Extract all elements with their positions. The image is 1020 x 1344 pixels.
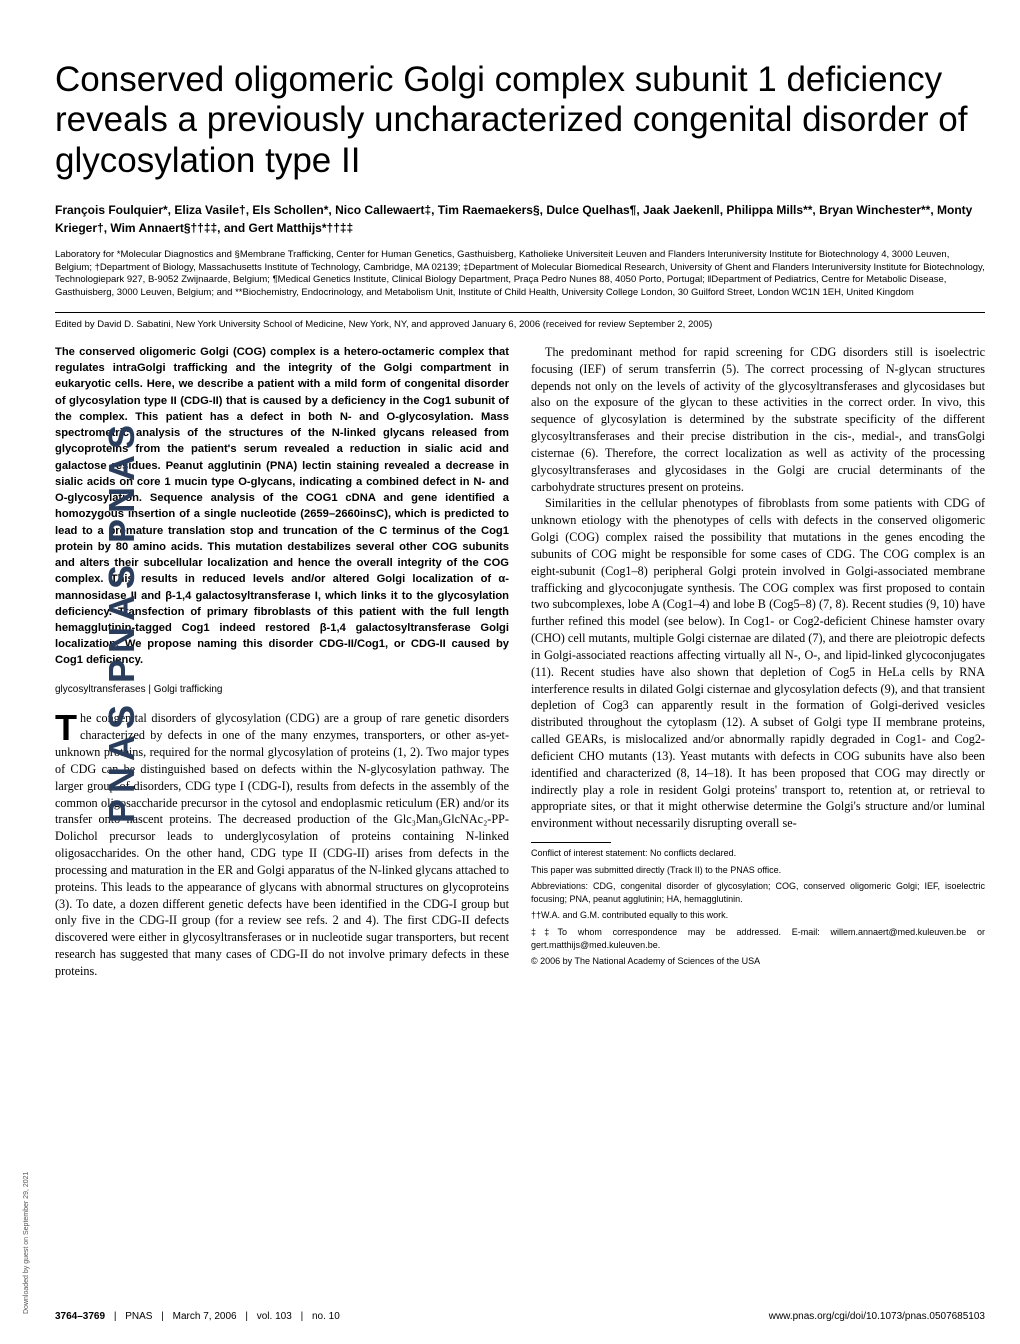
footer-left: 3764–3769 | PNAS | March 7, 2006 | vol. … — [55, 1311, 340, 1322]
page-content: Conserved oligomeric Golgi complex subun… — [55, 0, 985, 980]
footnote-equal: ††W.A. and G.M. contributed equally to t… — [531, 909, 985, 922]
footer-url: www.pnas.org/cgi/doi/10.1073/pnas.050768… — [769, 1311, 985, 1322]
journal-spine: PNAS PNAS PNAS — [0, 0, 38, 1344]
author-list: François Foulquier*, Eliza Vasile†, Els … — [55, 201, 985, 237]
affiliations: Laboratory for *Molecular Diagnostics an… — [55, 249, 985, 300]
footnote-conflict: Conflict of interest statement: No confl… — [531, 847, 985, 860]
page-footer: 3764–3769 | PNAS | March 7, 2006 | vol. … — [55, 1305, 985, 1322]
footer-issue: no. 10 — [312, 1311, 340, 1322]
dropcap: T — [55, 713, 77, 744]
footnotes: Conflict of interest statement: No confl… — [531, 847, 985, 968]
body-paragraph: The predominant method for rapid screeni… — [531, 344, 985, 495]
article-title: Conserved oligomeric Golgi complex subun… — [55, 60, 985, 181]
right-column: The predominant method for rapid screeni… — [531, 344, 985, 980]
footnote-abbrev: Abbreviations: CDG, congenital disorder … — [531, 880, 985, 905]
footer-date: March 7, 2006 — [173, 1311, 237, 1322]
footnote-track: This paper was submitted directly (Track… — [531, 864, 985, 877]
footer-vol: vol. 103 — [257, 1311, 292, 1322]
two-column-layout: The conserved oligomeric Golgi (COG) com… — [55, 344, 985, 980]
download-note: Downloaded by guest on September 29, 202… — [23, 1172, 30, 1314]
editor-line: Edited by David D. Sabatini, New York Un… — [55, 312, 985, 330]
body-paragraph: Similarities in the cellular phenotypes … — [531, 495, 985, 832]
spine-logo: PNAS PNAS PNAS — [101, 419, 143, 823]
footnote-correspond: ‡‡To whom correspondence may be addresse… — [531, 926, 985, 951]
footer-journal: PNAS — [125, 1311, 152, 1322]
footer-pages: 3764–3769 — [55, 1311, 105, 1322]
footnote-copyright: © 2006 by The National Academy of Scienc… — [531, 955, 985, 968]
footnote-rule — [531, 842, 611, 843]
